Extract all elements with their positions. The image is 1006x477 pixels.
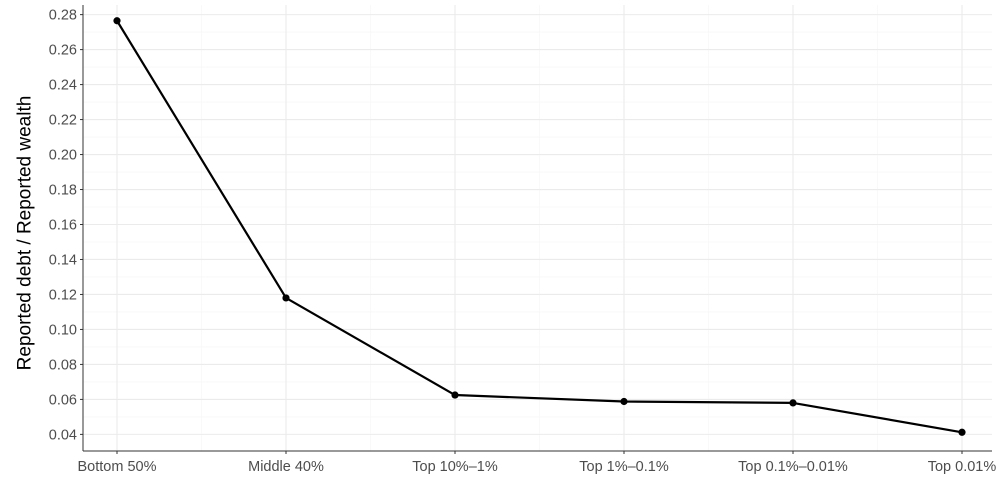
x-tick-label: Bottom 50%: [78, 459, 157, 475]
y-tick-labels: 0.04 0.06 0.08 0.10 0.12 0.14 0.16 0.18 0.20 0.22…: [49, 8, 83, 443]
y-tick-label: 0.22: [49, 113, 77, 129]
series: [113, 17, 966, 436]
data-point: [451, 391, 459, 399]
series-line: [116, 20, 963, 434]
y-tick-label: 0.16: [49, 218, 77, 234]
y-tick-label: 0.14: [49, 252, 77, 268]
y-axis-title: Reported debt / Reported wealth: [15, 96, 36, 371]
y-tick-label: 0.10: [49, 322, 77, 338]
x-tick-label: Middle 40%: [248, 459, 324, 475]
x-tick-label: Top 0.01%: [928, 459, 997, 475]
y-tick-label: 0.06: [49, 392, 77, 408]
x-tick-label: Top 0.1%–0.01%: [738, 459, 848, 475]
axes: [82, 5, 992, 452]
data-point: [620, 397, 628, 406]
y-tick-label: 0.08: [49, 357, 77, 373]
data-point: [113, 17, 121, 25]
y-tick-label: 0.04: [49, 427, 77, 443]
y-tick-label: 0.24: [49, 78, 77, 94]
data-point: [282, 294, 290, 302]
y-tick-label: 0.18: [49, 183, 77, 199]
y-tick-label: 0.12: [49, 287, 77, 303]
y-tick-label: 0.26: [49, 43, 77, 59]
grid: [83, 5, 992, 451]
data-point: [789, 399, 797, 407]
data-point: [958, 428, 966, 436]
x-tick-label: Top 10%–1%: [412, 459, 498, 475]
x-tick-labels: Bottom 50% Middle 40% Top 10%–1% Top 1%–0.1…: [78, 451, 997, 475]
y-tick-label: 0.20: [49, 148, 77, 164]
x-tick-label: Top 1%–0.1%: [579, 459, 669, 475]
y-tick-label: 0.28: [49, 8, 77, 24]
